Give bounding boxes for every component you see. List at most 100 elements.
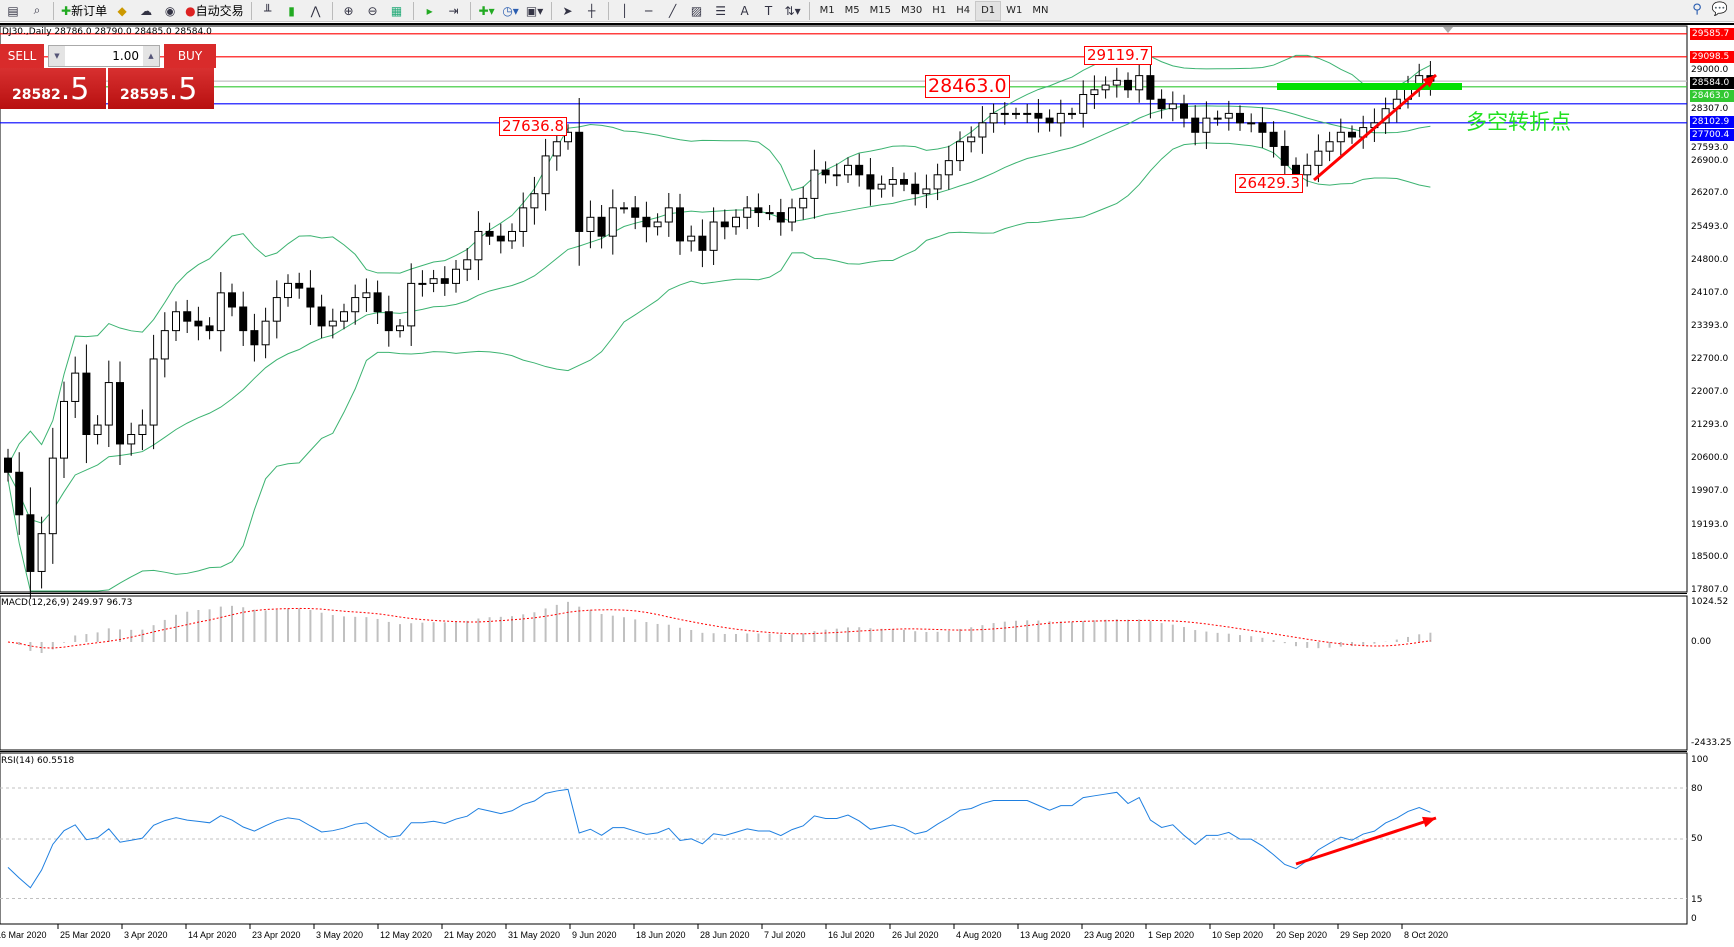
arrows-icon[interactable]: ⇅▾ (784, 3, 801, 18)
cursor-icon[interactable]: ➤ (562, 3, 573, 18)
annotation-pivot[interactable]: 28463.0 (925, 75, 1010, 98)
bar-chart-icon[interactable]: ╨ (263, 3, 272, 18)
tile-windows-icon[interactable]: ▦ (390, 3, 403, 18)
new-order-label: 新订单 (71, 4, 108, 18)
date-label: 31 May 2020 (508, 930, 561, 940)
zoom-in-icon[interactable]: ⊕ (343, 3, 354, 18)
price-axis-label: 17807.0 (1691, 585, 1729, 595)
date-label: 25 Mar 2020 (60, 930, 111, 940)
price-axis-label: 22700.0 (1691, 353, 1729, 364)
chat-icon[interactable]: 💬 (1711, 2, 1728, 17)
candle-body (642, 216, 651, 228)
candle-body (732, 216, 740, 228)
timeframe-w1[interactable]: W1 (1006, 5, 1023, 16)
sell-price[interactable]: 28582.5 (0, 68, 106, 109)
signals-icon[interactable]: ☁ (140, 3, 153, 18)
candle-body (15, 471, 24, 516)
candle-body (776, 212, 785, 223)
bollinger-upper (7, 51, 1431, 466)
candle-body (564, 131, 572, 143)
fibonacci-icon[interactable]: ☰ (715, 3, 726, 18)
candle-body (474, 230, 483, 261)
candle-body (743, 207, 752, 218)
timeframe-m5[interactable]: M5 (844, 5, 860, 16)
annotation-pivot-text[interactable]: 多空转折点 (1466, 110, 1571, 134)
vertical-line-icon[interactable]: │ (620, 3, 629, 18)
timeframe-d1[interactable]: D1 (975, 0, 1002, 21)
candle-body (788, 207, 796, 223)
templates-icon[interactable]: ▣▾ (525, 3, 544, 18)
candle-body (4, 457, 12, 473)
candle-body (541, 155, 550, 195)
candle-body (261, 320, 270, 346)
candle-body (373, 292, 382, 313)
candlestick-icon[interactable]: ▮ (288, 3, 295, 18)
zoom-out-icon[interactable]: ⊖ (367, 3, 378, 18)
text-icon[interactable]: A (740, 3, 749, 18)
candle-body (194, 320, 203, 327)
search-icon[interactable]: ⚲ (1692, 2, 1702, 17)
crosshair-icon[interactable]: ┼ (587, 3, 596, 18)
candle-body (228, 292, 236, 308)
timeframe-m1[interactable]: M1 (819, 5, 835, 16)
candle-body (384, 311, 393, 332)
trendline-icon[interactable]: ╱ (668, 3, 677, 18)
date-label: 9 Jun 2020 (572, 930, 617, 940)
auto-scroll-icon[interactable]: ▸ (426, 3, 433, 18)
candle-body (172, 311, 180, 332)
sell-button[interactable]: SELL (0, 44, 44, 68)
annotation-high[interactable]: 29119.7 (1084, 46, 1153, 65)
toolbar: ▤ ⌕ ✚ 新订单 ◆ ☁ ◉ ● 自动交易 ╨ ▮ ⋀ ⊕ ⊖ ▦ ▸ ⇥ ✚▾ … (0, 0, 1734, 22)
candle-body (687, 235, 696, 242)
annotation-prior-high[interactable]: 27636.8 (499, 117, 568, 136)
buy-button[interactable]: BUY (164, 44, 216, 68)
metaeditor-icon[interactable]: ◆ (117, 3, 127, 18)
date-label: 23 Apr 2020 (252, 930, 301, 940)
candle-body (754, 207, 763, 214)
date-label: 16 Jul 2020 (828, 930, 875, 940)
timeframe-m15[interactable]: M15 (869, 5, 891, 16)
price-axis-label: 18500.0 (1691, 552, 1729, 563)
indicators-icon[interactable]: ✚▾ (478, 3, 495, 18)
zoom-window-icon[interactable]: ⌕ (33, 3, 41, 17)
date-label: 1 Sep 2020 (1148, 930, 1195, 940)
annotation-low[interactable]: 26429.3 (1235, 174, 1304, 193)
price-axis-label: 24107.0 (1691, 287, 1729, 298)
candle-body (1236, 112, 1244, 124)
chart-shift-icon[interactable]: ⇥ (448, 3, 459, 18)
timeframe-h4[interactable]: H4 (956, 5, 971, 16)
candle-body (1213, 117, 1222, 120)
timeframe-mn[interactable]: MN (1032, 5, 1049, 16)
periods-icon[interactable]: ◷▾ (502, 3, 519, 18)
candle-body (1303, 164, 1312, 176)
equidistant-channel-icon[interactable]: ▨ (690, 3, 703, 18)
auto-trade-button[interactable]: ● 自动交易 (183, 1, 246, 21)
timeframe-h1[interactable]: H1 (932, 5, 947, 16)
candle-body (340, 311, 348, 322)
lot-size-input[interactable]: ▼ 1.00 ▲ (48, 45, 160, 67)
buy-price[interactable]: 28595.5 (108, 68, 214, 109)
price-trend-arrow (1313, 73, 1437, 182)
market-icon[interactable]: ◉ (164, 3, 176, 18)
lot-decrease-icon[interactable]: ▼ (49, 46, 65, 66)
price-level-label: 27700.4 (1690, 128, 1734, 141)
chart-icon[interactable]: ▤ (7, 3, 19, 18)
auto-trade-label: 自动交易 (195, 4, 244, 18)
text-label-icon[interactable]: T (764, 3, 773, 18)
price-level-label: 28102.9 (1690, 115, 1734, 128)
candle-body (1000, 112, 1009, 115)
candle-body (317, 306, 326, 327)
candle-body (306, 287, 315, 308)
auto-trade-icon: ● (185, 3, 196, 18)
new-order-icon: ✚ (61, 3, 72, 18)
horizontal-line-icon[interactable]: ─ (644, 3, 653, 18)
date-label: 16 Mar 2020 (0, 930, 47, 940)
new-order-button[interactable]: ✚ 新订单 (59, 1, 109, 21)
timeframe-m30[interactable]: M30 (900, 5, 923, 16)
candle-body (620, 207, 628, 210)
lot-increase-icon[interactable]: ▲ (143, 46, 159, 66)
candle-body (1258, 122, 1267, 133)
candle-body (149, 358, 158, 426)
line-chart-icon[interactable]: ⋀ (310, 3, 321, 18)
